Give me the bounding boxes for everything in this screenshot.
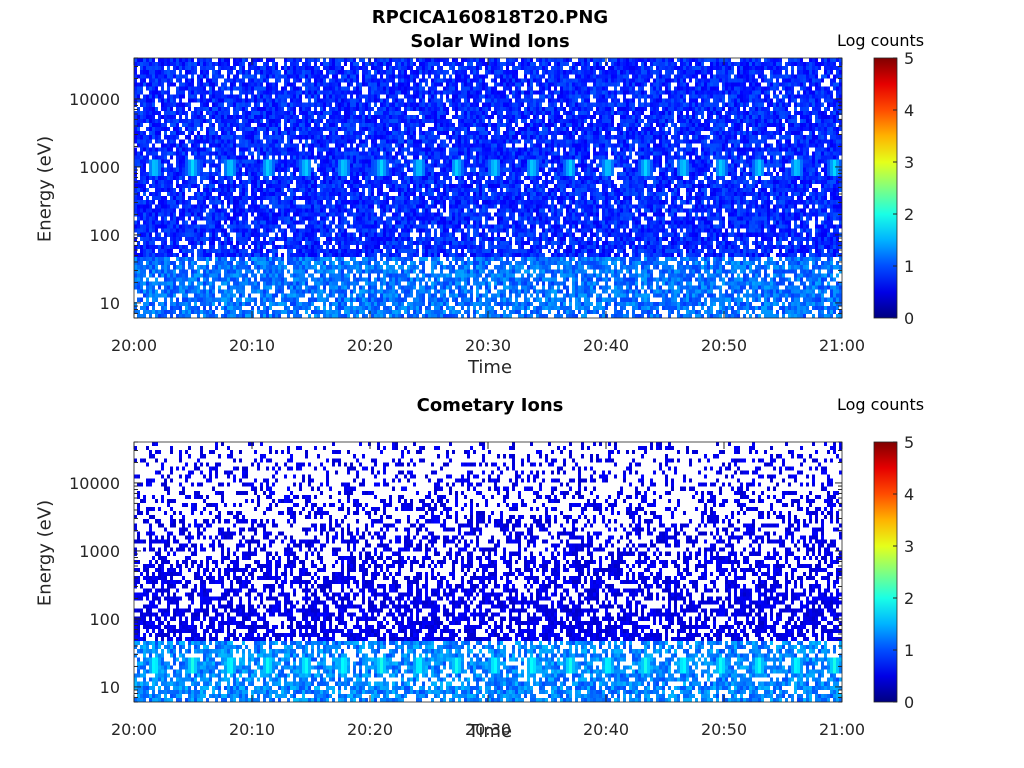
- y-tick-label: 1000: [79, 542, 120, 561]
- colorbar-tick-label: 3: [904, 153, 914, 172]
- x-axis-label-1: Time: [467, 357, 513, 378]
- colorbar-tick-label: 1: [904, 257, 914, 276]
- y-axis-label-1: Energy (eV): [34, 135, 56, 243]
- colorbar-label-2: Log counts: [837, 395, 925, 414]
- x-tick-label: 20:20: [347, 720, 393, 739]
- colorbar-tick-label: 2: [904, 589, 914, 608]
- colorbar: [873, 57, 898, 319]
- x-axis-label-2: Time: [467, 721, 513, 742]
- figure-title: RPCICA160818T20.PNG: [371, 7, 609, 28]
- colorbar-tick-label: 5: [904, 49, 914, 68]
- heatmap-image: [134, 58, 842, 318]
- x-tick-label: 20:20: [347, 336, 393, 355]
- colorbar-tick-label: 4: [904, 485, 914, 504]
- x-tick-label: 21:00: [819, 336, 865, 355]
- colorbar-tick-label: 4: [904, 101, 914, 120]
- y-tick-label: 10: [100, 294, 120, 313]
- y-tick-label: 10000: [69, 90, 120, 109]
- y-tick-label: 100: [89, 610, 120, 629]
- x-tick-label: 20:50: [701, 720, 747, 739]
- x-tick-label: 20:00: [111, 720, 157, 739]
- colorbar-tick-label: 2: [904, 205, 914, 224]
- colorbar-tick-label: 5: [904, 433, 914, 452]
- x-tick-label: 20:10: [229, 720, 275, 739]
- y-tick-label: 10: [100, 678, 120, 697]
- y-axis-label-2: Energy (eV): [34, 499, 56, 607]
- x-tick-label: 20:30: [465, 720, 511, 739]
- x-tick-label: 21:00: [819, 720, 865, 739]
- panel-title-cometary: Cometary Ions: [416, 395, 564, 416]
- x-tick-label: 20:40: [583, 720, 629, 739]
- panel-title-solar-wind: Solar Wind Ions: [410, 31, 570, 52]
- x-tick-label: 20:00: [111, 336, 157, 355]
- colorbar-tick-label: 0: [904, 693, 914, 712]
- y-tick-label: 100: [89, 226, 120, 245]
- colorbar-tick-label: 3: [904, 537, 914, 556]
- x-tick-label: 20:10: [229, 336, 275, 355]
- x-tick-label: 20:30: [465, 336, 511, 355]
- colorbar-label-1: Log counts: [837, 31, 925, 50]
- colorbar-tick-label: 0: [904, 309, 914, 328]
- y-tick-label: 10000: [69, 474, 120, 493]
- colorbar: [873, 441, 898, 703]
- x-tick-label: 20:50: [701, 336, 747, 355]
- y-tick-label: 1000: [79, 158, 120, 177]
- x-tick-label: 20:40: [583, 336, 629, 355]
- colorbar-tick-label: 1: [904, 641, 914, 660]
- heatmap-image: [134, 442, 842, 702]
